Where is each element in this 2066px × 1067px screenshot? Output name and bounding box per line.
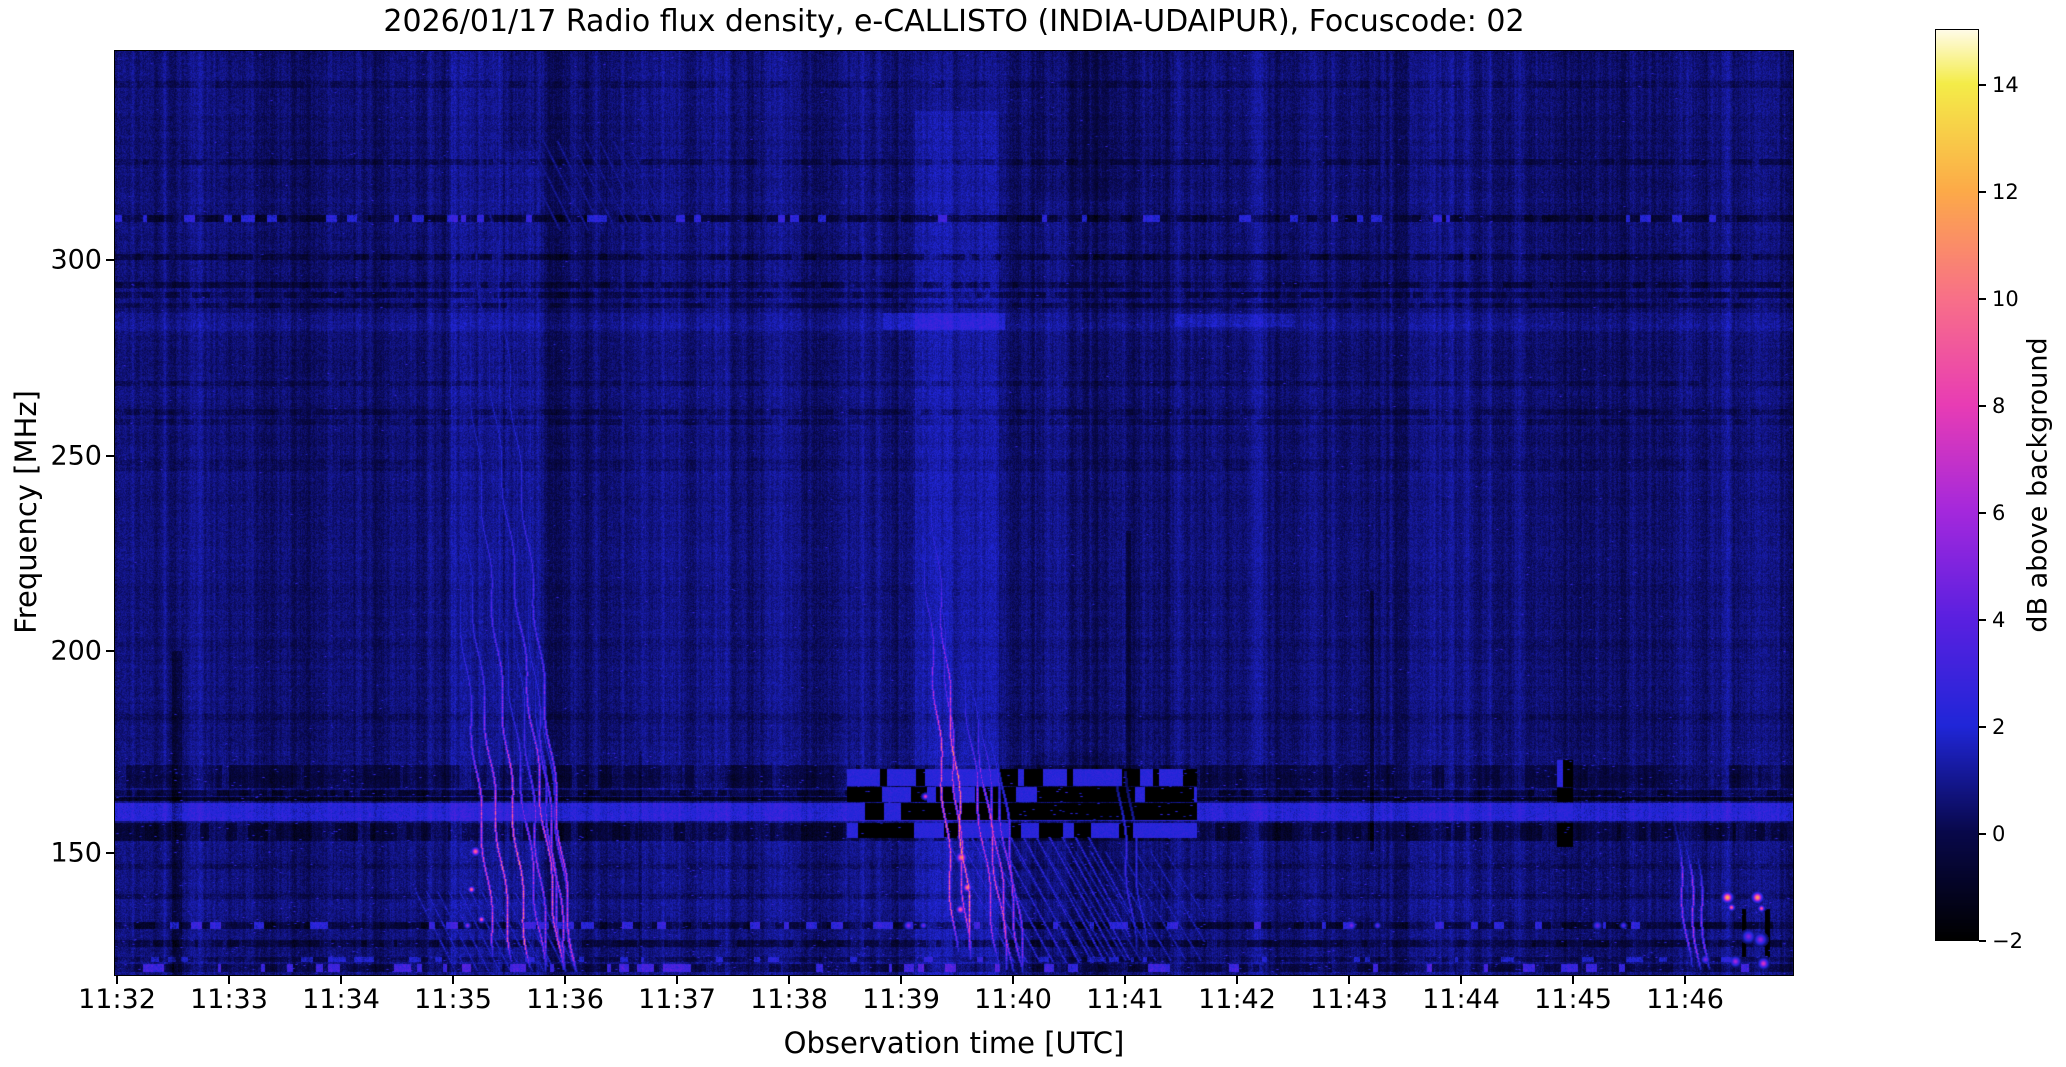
x-tick-mark <box>676 976 678 984</box>
x-tick-mark <box>788 976 790 984</box>
x-tick-label: 11:41 <box>1086 984 1164 1015</box>
x-tick-mark <box>1348 976 1350 984</box>
x-tick-mark <box>900 976 902 984</box>
colorbar-tick-mark <box>1979 298 1986 300</box>
colorbar-tick-mark <box>1979 405 1986 407</box>
x-tick-label: 11:45 <box>1534 984 1612 1015</box>
x-tick-label: 11:44 <box>1422 984 1500 1015</box>
colorbar-canvas <box>1936 30 1978 940</box>
colorbar-tick-label: 10 <box>1992 287 2019 311</box>
x-tick-label: 11:46 <box>1646 984 1724 1015</box>
colorbar-tick-label: 14 <box>1992 73 2019 97</box>
colorbar-tick-mark <box>1979 84 1986 86</box>
x-tick-label: 11:38 <box>750 984 828 1015</box>
y-tick-mark <box>106 650 114 652</box>
y-tick-label: 300 <box>50 244 102 276</box>
colorbar <box>1935 29 1979 941</box>
x-tick-mark <box>340 976 342 984</box>
spectrogram-canvas <box>115 51 1793 975</box>
x-tick-label: 11:43 <box>1310 984 1388 1015</box>
x-tick-label: 11:37 <box>638 984 716 1015</box>
y-tick-label: 250 <box>50 440 102 472</box>
x-tick-mark <box>1460 976 1462 984</box>
plot-area <box>114 50 1794 976</box>
x-tick-label: 11:40 <box>974 984 1052 1015</box>
y-tick-label: 200 <box>50 635 102 667</box>
x-tick-label: 11:36 <box>526 984 604 1015</box>
y-tick-mark <box>106 259 114 261</box>
colorbar-tick-mark <box>1979 940 1986 942</box>
x-tick-label: 11:39 <box>862 984 940 1015</box>
colorbar-tick-mark <box>1979 191 1986 193</box>
colorbar-tick-mark <box>1979 512 1986 514</box>
x-tick-mark <box>1236 976 1238 984</box>
x-tick-label: 11:33 <box>190 984 268 1015</box>
y-axis-label: Frequency [MHz] <box>9 390 43 634</box>
x-tick-mark <box>1012 976 1014 984</box>
colorbar-tick-label: 8 <box>1992 394 2006 418</box>
colorbar-tick-label: 12 <box>1992 180 2019 204</box>
x-tick-label: 11:32 <box>78 984 156 1015</box>
colorbar-label: dB above background <box>2022 337 2054 633</box>
x-tick-mark <box>116 976 118 984</box>
colorbar-tick-label: 0 <box>1992 822 2006 846</box>
x-tick-mark <box>1684 976 1686 984</box>
x-axis-label: Observation time [UTC] <box>783 1026 1125 1060</box>
chart-title: 2026/01/17 Radio flux density, e-CALLIST… <box>383 4 1525 39</box>
y-tick-mark <box>106 852 114 854</box>
x-tick-mark <box>452 976 454 984</box>
y-tick-mark <box>106 455 114 457</box>
colorbar-tick-label: 6 <box>1992 501 2006 525</box>
y-tick-label: 150 <box>50 837 102 869</box>
colorbar-tick-label: −2 <box>1992 929 2023 953</box>
colorbar-tick-label: 4 <box>1992 608 2006 632</box>
colorbar-tick-mark <box>1979 726 1986 728</box>
colorbar-tick-label: 2 <box>1992 715 2006 739</box>
x-tick-mark <box>1572 976 1574 984</box>
x-tick-label: 11:35 <box>414 984 492 1015</box>
x-tick-label: 11:42 <box>1198 984 1276 1015</box>
x-tick-mark <box>228 976 230 984</box>
x-tick-mark <box>1124 976 1126 984</box>
colorbar-tick-mark <box>1979 619 1986 621</box>
colorbar-tick-mark <box>1979 833 1986 835</box>
x-tick-label: 11:34 <box>302 984 380 1015</box>
x-tick-mark <box>564 976 566 984</box>
